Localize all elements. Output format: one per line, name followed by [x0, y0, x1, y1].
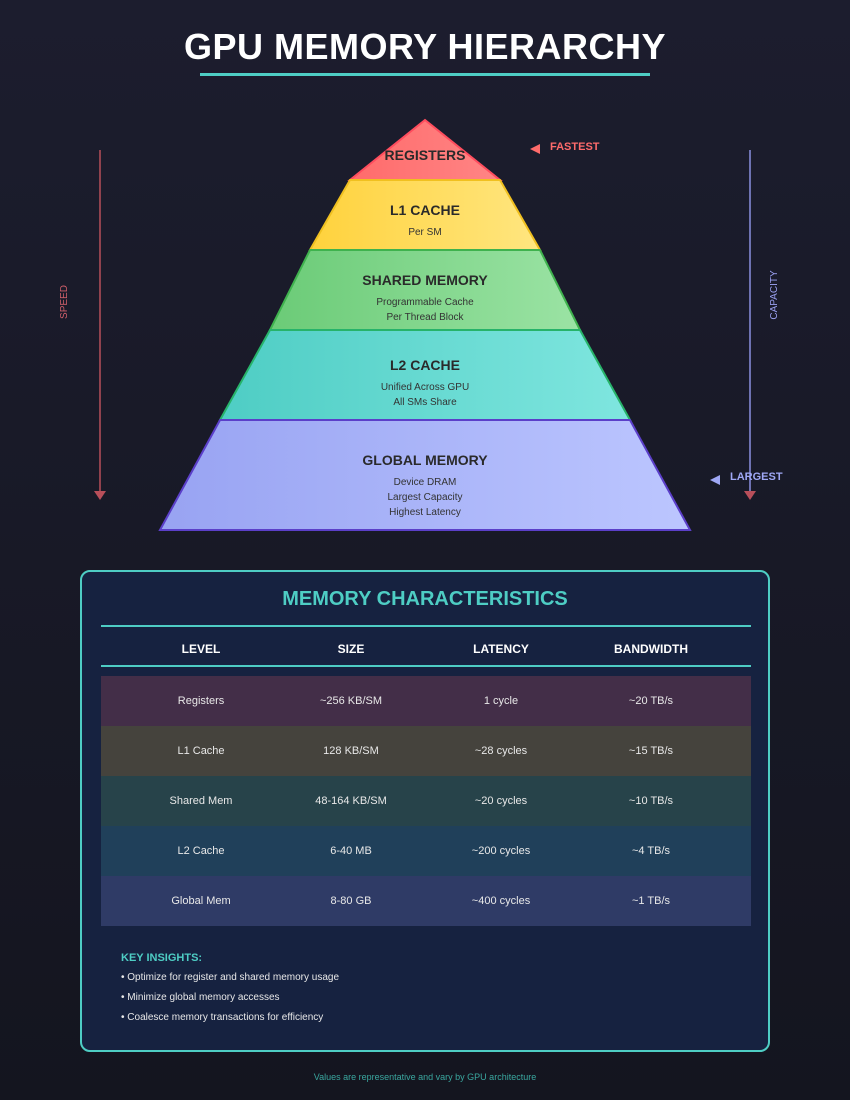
- header-latency: LATENCY: [473, 642, 529, 656]
- largest-pointer-icon: [710, 475, 720, 485]
- cell-level: Registers: [177, 695, 225, 707]
- page-title: GPU MEMORY HIERARCHY: [183, 26, 667, 67]
- speed-arrow-head-icon: [94, 491, 106, 500]
- memory-characteristics-panel: MEMORY CHARACTERISTICS LEVEL SIZE LATENC…: [80, 570, 770, 1052]
- l2-cache-sub: All SMs Share: [393, 397, 457, 408]
- shared-memory-sub: Per Thread Block: [386, 312, 464, 323]
- l1-cache-sub: Per SM: [408, 227, 441, 238]
- largest-label: LARGEST: [730, 471, 783, 483]
- insights-title: KEY INSIGHTS:: [121, 952, 203, 964]
- cell-latency: 1 cycle: [483, 695, 519, 707]
- cell-latency: ~20 cycles: [474, 795, 528, 807]
- fastest-label: FASTEST: [550, 141, 600, 153]
- cell-level: L2 Cache: [177, 845, 225, 857]
- global-memory-sub: Highest Latency: [389, 507, 461, 518]
- cell-latency: ~28 cycles: [474, 745, 528, 757]
- title-underline: [200, 73, 650, 76]
- shared-memory-sub: Programmable Cache: [376, 297, 474, 308]
- cell-bandwidth: ~15 TB/s: [628, 745, 674, 757]
- l2-cache-title: L2 CACHE: [390, 357, 460, 373]
- cell-level: L1 Cache: [177, 745, 225, 757]
- cell-bandwidth: ~10 TB/s: [628, 795, 674, 807]
- cell-bandwidth: ~20 TB/s: [628, 695, 674, 707]
- speed-label: SPEED: [59, 285, 70, 319]
- insight-item: • Coalesce memory transactions for effic…: [121, 1012, 324, 1023]
- table-header-rule: [101, 665, 751, 667]
- table-top-rule: [101, 625, 751, 627]
- header-bandwidth: BANDWIDTH: [614, 642, 688, 656]
- fastest-pointer-icon: [530, 144, 540, 154]
- table-row: Global Mem 8-80 GB ~400 cycles ~1 TB/s: [101, 876, 751, 926]
- global-memory-sub: Largest Capacity: [387, 492, 462, 503]
- shared-memory-title: SHARED MEMORY: [362, 272, 488, 288]
- table-row: Registers ~256 KB/SM 1 cycle ~20 TB/s: [101, 676, 751, 726]
- header-level: LEVEL: [181, 642, 221, 656]
- cell-size: 48-164 KB/SM: [315, 795, 387, 807]
- header-size: SIZE: [337, 642, 365, 656]
- insight-item: • Optimize for register and shared memor…: [121, 972, 340, 983]
- cell-size: 128 KB/SM: [323, 745, 379, 757]
- table-row: Shared Mem 48-164 KB/SM ~20 cycles ~10 T…: [101, 776, 751, 826]
- global-memory-level: [158, 419, 692, 531]
- cell-latency: ~200 cycles: [471, 845, 531, 857]
- cell-bandwidth: ~4 TB/s: [631, 845, 670, 857]
- table-row: L2 Cache 6-40 MB ~200 cycles ~4 TB/s: [101, 826, 751, 876]
- cell-size: ~256 KB/SM: [319, 695, 383, 707]
- cell-size: 8-80 GB: [330, 895, 372, 907]
- insight-item: • Minimize global memory accesses: [121, 992, 280, 1003]
- global-memory-title: GLOBAL MEMORY: [362, 452, 488, 468]
- global-memory-sub: Device DRAM: [394, 477, 457, 488]
- table-header: LEVEL SIZE LATENCY BANDWIDTH: [101, 638, 751, 660]
- cell-level: Global Mem: [171, 895, 231, 907]
- footer-note: Values are representative and vary by GP…: [313, 1072, 537, 1082]
- capacity-label: CAPACITY: [769, 270, 780, 320]
- cell-bandwidth: ~1 TB/s: [631, 895, 670, 907]
- memory-pyramid: SPEED CAPACITY REGISTERS L1 CACHE Per SM…: [59, 118, 783, 531]
- l1-cache-title: L1 CACHE: [390, 202, 460, 218]
- registers-title: REGISTERS: [385, 147, 466, 163]
- cell-level: Shared Mem: [169, 795, 233, 807]
- l2-cache-sub: Unified Across GPU: [381, 382, 469, 393]
- cell-size: 6-40 MB: [330, 845, 372, 857]
- cell-latency: ~400 cycles: [471, 895, 531, 907]
- table-row: L1 Cache 128 KB/SM ~28 cycles ~15 TB/s: [101, 726, 751, 776]
- panel-title: MEMORY CHARACTERISTICS: [282, 588, 568, 610]
- capacity-arrow-head-icon: [744, 491, 756, 500]
